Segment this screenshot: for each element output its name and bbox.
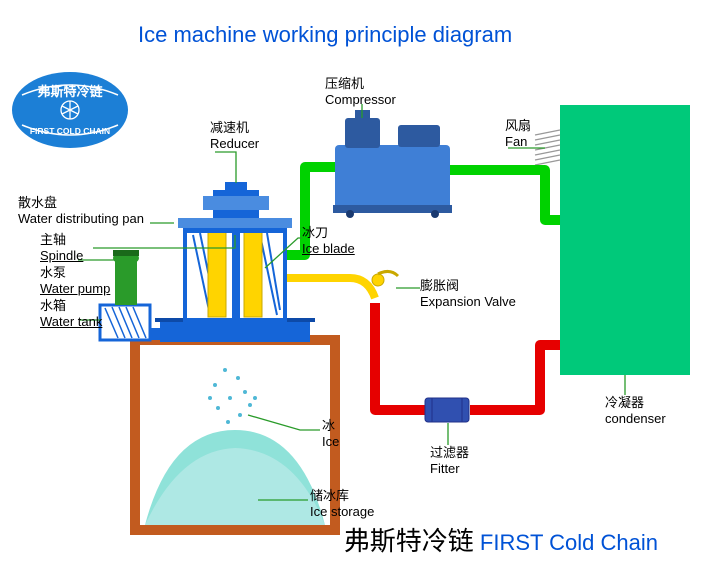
label-condenser: 冷凝器condenser [605, 395, 666, 426]
diagram-title: Ice machine working principle diagram [138, 22, 512, 48]
label-fitter: 过滤器Fitter [430, 445, 469, 476]
brand-cn: 弗斯特冷链 [344, 526, 474, 556]
brand-block: 弗斯特冷链 FIRST Cold Chain [344, 526, 658, 557]
label-fan: 风扇Fan [505, 118, 531, 149]
label-expansion-valve: 膨胀阀Expansion Valve [420, 278, 516, 309]
evaporator-assembly [155, 182, 315, 342]
label-wdp: 散水盘Water distributing pan [18, 195, 144, 226]
condenser-unit [535, 105, 690, 375]
filter [425, 398, 469, 422]
ice-storage-tank [130, 340, 340, 535]
label-water-tank: 水箱Water tank [40, 298, 102, 329]
brand-en: FIRST Cold Chain [480, 530, 658, 555]
pipe-red [375, 303, 560, 410]
logo-en: FIRST COLD CHAIN [30, 126, 110, 136]
logo-cn: 弗斯特冷链 [37, 84, 103, 99]
logo-badge: 弗斯特冷链 FIRST COLD CHAIN [12, 72, 128, 148]
label-compressor: 压缩机Compressor [325, 76, 396, 107]
pipe-yellow [275, 271, 398, 298]
label-spindle: 主轴Spindle [40, 232, 83, 263]
label-reducer: 减速机Reducer [210, 120, 259, 151]
label-ice-storage: 储冰库Ice storage [310, 488, 374, 519]
label-ice-blade: 冰刀Ice blade [302, 225, 355, 256]
label-water-pump: 水泵Water pump [40, 265, 110, 296]
label-ice: 冰Ice [322, 418, 339, 449]
compressor [333, 110, 452, 218]
